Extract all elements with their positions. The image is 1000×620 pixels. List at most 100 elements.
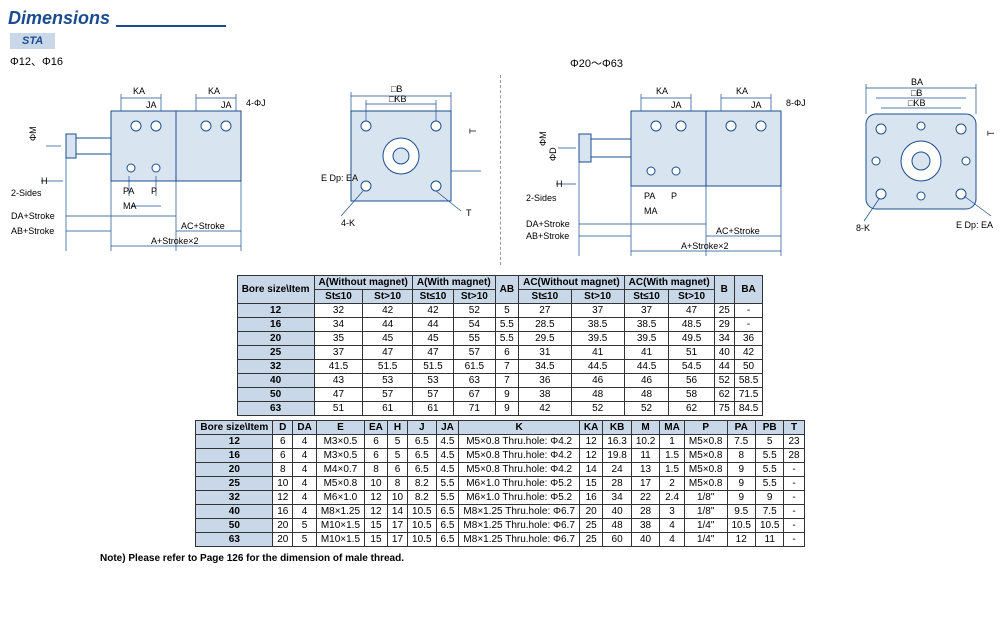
- table-cell: 34: [314, 318, 363, 332]
- table-cell: 5.5: [436, 491, 459, 505]
- table-cell: 10: [387, 491, 407, 505]
- table-cell: 75: [714, 402, 734, 416]
- table-cell: 5.5: [436, 477, 459, 491]
- table-header: JA: [436, 421, 459, 435]
- svg-text:ΦM: ΦM: [28, 126, 38, 141]
- table-cell: 52: [624, 402, 669, 416]
- table-cell: 41: [571, 346, 624, 360]
- table-cell: M10×1.5: [316, 533, 364, 547]
- table-cell: 14: [387, 505, 407, 519]
- table-cell: 1.5: [660, 463, 685, 477]
- svg-text:BA: BA: [911, 77, 923, 87]
- table-cell: 29: [714, 318, 734, 332]
- diagram-sta-front-left: □B □KB E Dp: EA 4-K T T: [320, 75, 492, 237]
- svg-text:MA: MA: [123, 201, 137, 211]
- svg-text:KA: KA: [208, 86, 220, 96]
- table-cell: 8: [273, 463, 293, 477]
- table-cell: 35: [314, 332, 363, 346]
- table-cell: 10.5: [408, 533, 436, 547]
- table-cell: 28: [631, 505, 659, 519]
- table-cell: 42: [412, 304, 453, 318]
- table-cell: 2.4: [660, 491, 685, 505]
- table-cell: 61.5: [454, 360, 496, 374]
- table-cell: 28: [603, 477, 631, 491]
- header-title: Dimensions: [8, 8, 110, 29]
- table-cell: 43: [314, 374, 363, 388]
- table-cell: M5×0.8 Thru.hole: Φ4.2: [459, 463, 579, 477]
- table-cell: 27: [519, 304, 572, 318]
- table-header: DA: [293, 421, 316, 435]
- svg-text:□KB: □KB: [908, 98, 925, 108]
- col-bore: Bore size\Item: [237, 276, 314, 304]
- table-cell: 10: [273, 477, 293, 491]
- table-cell: 5: [387, 449, 407, 463]
- table-cell: 6: [365, 435, 388, 449]
- table-cell: 44: [714, 360, 734, 374]
- table-cell: -: [784, 533, 804, 547]
- table-header: MA: [660, 421, 685, 435]
- sta-badge: STA: [10, 33, 55, 49]
- table-cell: 4: [293, 435, 316, 449]
- table-cell: 47: [669, 304, 714, 318]
- table-cell: 4.5: [436, 463, 459, 477]
- table-cell: 38: [631, 519, 659, 533]
- table-cell: M8×1.25: [316, 505, 364, 519]
- table-cell: 16: [237, 318, 314, 332]
- dimensions-table-2: Bore size\ItemDDAEEAHJJAKKAKBMMAPPAPBT 1…: [195, 420, 804, 547]
- table-cell: 6: [273, 449, 293, 463]
- table-cell: 40: [603, 505, 631, 519]
- table-cell: 62: [714, 388, 734, 402]
- table-cell: 41.5: [314, 360, 363, 374]
- table-cell: M8×1.25 Thru.hole: Φ6.7: [459, 533, 579, 547]
- svg-text:T: T: [468, 128, 478, 134]
- table-cell: 34: [603, 491, 631, 505]
- table-cell: 84.5: [734, 402, 762, 416]
- table-cell: 2: [660, 477, 685, 491]
- svg-text:T: T: [466, 208, 472, 218]
- col-a-mag: A(With magnet): [412, 276, 495, 290]
- table-cell: 15: [365, 519, 388, 533]
- table-cell: 54: [454, 318, 496, 332]
- diagrams-area: KA KA JA JA 4-ΦJ H 2-Sides DA+Stroke AB+…: [10, 75, 990, 265]
- table-cell: 5: [387, 435, 407, 449]
- svg-text:PA: PA: [123, 186, 134, 196]
- diagram-sta-front-right: BA □B □KB 8-K E Dp: EA T: [845, 75, 1000, 237]
- table-cell: 57: [454, 346, 496, 360]
- table-cell: 5: [293, 519, 316, 533]
- table-cell: M6×1.0: [316, 491, 364, 505]
- table-cell: 67: [454, 388, 496, 402]
- table-cell: 37: [571, 304, 624, 318]
- table-cell: 20: [273, 519, 293, 533]
- table-cell: 7.5: [755, 505, 783, 519]
- dimensions-table-1: Bore size\Item A(Without magnet) A(With …: [237, 275, 764, 416]
- table-cell: 9: [495, 388, 518, 402]
- table-cell: 40: [237, 374, 314, 388]
- table-cell: 15: [365, 533, 388, 547]
- table-cell: 37: [314, 346, 363, 360]
- table-cell: 45: [363, 332, 412, 346]
- table-cell: M10×1.5: [316, 519, 364, 533]
- table-cell: 47: [412, 346, 453, 360]
- table-header: K: [459, 421, 579, 435]
- table-cell: 38.5: [624, 318, 669, 332]
- svg-text:AB+Stroke: AB+Stroke: [526, 231, 569, 241]
- table-cell: 25: [714, 304, 734, 318]
- col-ba: BA: [734, 276, 762, 304]
- table-cell: 12: [196, 435, 273, 449]
- table-cell: 24: [603, 463, 631, 477]
- table-cell: M5×0.8: [316, 477, 364, 491]
- svg-text:8-ΦJ: 8-ΦJ: [786, 98, 806, 108]
- table-cell: 1.5: [660, 449, 685, 463]
- table-cell: 49.5: [669, 332, 714, 346]
- table-header: D: [273, 421, 293, 435]
- table-cell: 41: [624, 346, 669, 360]
- table-cell: 44: [363, 318, 412, 332]
- table-cell: 42: [734, 346, 762, 360]
- table-cell: 25: [196, 477, 273, 491]
- table-cell: 10.2: [631, 435, 659, 449]
- table-cell: 63: [454, 374, 496, 388]
- table-cell: 45: [412, 332, 453, 346]
- table-cell: 6.5: [408, 435, 436, 449]
- table-cell: 8: [365, 463, 388, 477]
- table-cell: M5×0.8 Thru.hole: Φ4.2: [459, 449, 579, 463]
